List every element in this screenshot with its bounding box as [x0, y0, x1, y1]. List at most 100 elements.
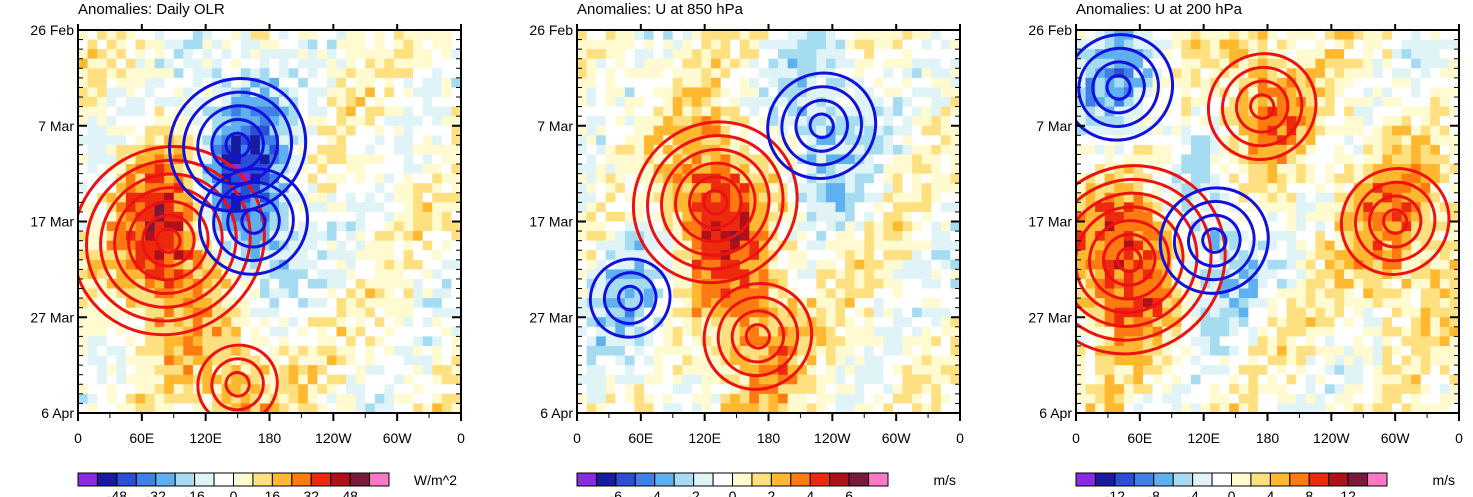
field-cell [586, 144, 597, 156]
field-cell [1123, 221, 1135, 232]
field-cell [240, 58, 251, 69]
field-cell [145, 326, 156, 337]
field-cell [711, 68, 722, 79]
field-cell [873, 30, 884, 41]
field-cell [317, 269, 328, 280]
field-cell [1411, 87, 1422, 98]
field-cell [1095, 365, 1106, 376]
field-cell [355, 49, 366, 60]
field-cell [212, 250, 223, 261]
field-cell [835, 403, 846, 414]
field-cell [1363, 183, 1374, 194]
field-cell [672, 317, 683, 328]
field-cell [116, 30, 127, 41]
field-cell [1219, 336, 1230, 347]
field-cell [682, 183, 693, 194]
field-cell [355, 154, 366, 165]
field-cell [864, 135, 875, 146]
field-cell [393, 30, 405, 41]
field-cell [1171, 106, 1182, 117]
field-cell [288, 393, 299, 405]
field-cell [1238, 221, 1249, 232]
field-cell [624, 116, 636, 127]
field-cell [1286, 30, 1297, 41]
field-cell [1248, 202, 1259, 213]
field-cell [403, 403, 414, 414]
field-cell [663, 192, 674, 203]
field-cell [730, 135, 741, 146]
field-cell [355, 135, 366, 146]
field-cell [940, 68, 952, 79]
field-cell [1324, 326, 1336, 337]
field-cell [1076, 144, 1087, 156]
field-cell [644, 125, 655, 136]
field-cell [1219, 30, 1230, 41]
field-cell [1200, 269, 1211, 280]
field-cell [259, 173, 271, 184]
field-cell [240, 345, 251, 357]
field-cell [1430, 106, 1441, 117]
field-cell [1229, 39, 1240, 50]
field-cell [365, 365, 376, 376]
field-cell [269, 278, 280, 290]
field-cell [1277, 288, 1288, 299]
field-cell [663, 345, 674, 357]
field-cell [1430, 240, 1441, 251]
field-cell [1152, 39, 1163, 50]
field-cell [921, 30, 932, 41]
field-cell [940, 125, 952, 136]
field-cell [653, 355, 664, 366]
field-cell [173, 307, 184, 318]
field-cell [940, 259, 952, 270]
field-cell [892, 77, 904, 89]
field-cell [192, 355, 204, 366]
field-cell [97, 384, 108, 395]
field-cell [1229, 49, 1240, 60]
field-cell [326, 288, 338, 299]
field-cell [250, 298, 261, 309]
field-cell [1133, 298, 1144, 309]
field-cell [116, 39, 127, 50]
field-cell [87, 374, 98, 385]
field-cell [940, 298, 952, 309]
field-cell [615, 231, 626, 242]
field-cell [432, 116, 443, 127]
field-cell [711, 326, 722, 337]
field-cell [1114, 240, 1125, 251]
field-cell [269, 326, 280, 337]
field-cell [1248, 68, 1259, 79]
field-cell [1430, 307, 1441, 318]
field-cell [1411, 154, 1422, 165]
field-cell [931, 278, 942, 290]
field-cell [653, 231, 664, 242]
field-cell [586, 240, 597, 251]
field-cell [854, 68, 865, 79]
field-cell [1449, 298, 1460, 309]
positive-contour [85, 158, 252, 323]
field-cell [577, 164, 588, 175]
field-cell [730, 116, 741, 127]
field-cell [307, 221, 318, 232]
field-cell [317, 250, 328, 261]
field-cell [577, 221, 588, 232]
field-cell [1449, 288, 1460, 299]
field-cell [778, 49, 789, 60]
field-cell [1391, 183, 1403, 194]
field-cell [413, 211, 424, 223]
field-cell [1411, 221, 1422, 232]
field-cell [173, 384, 184, 395]
field-cell [240, 68, 251, 79]
field-cell [883, 278, 894, 290]
field-cell [1286, 39, 1297, 50]
field-cell [1181, 365, 1192, 376]
field-cell [279, 345, 290, 357]
field-cell [317, 278, 328, 290]
field-cell [164, 345, 175, 357]
field-cell [269, 211, 280, 223]
field-cell [336, 231, 347, 242]
field-cell [672, 326, 683, 337]
field-cell [758, 374, 770, 385]
colorbar-swatch [751, 472, 772, 487]
field-cell [365, 298, 376, 309]
